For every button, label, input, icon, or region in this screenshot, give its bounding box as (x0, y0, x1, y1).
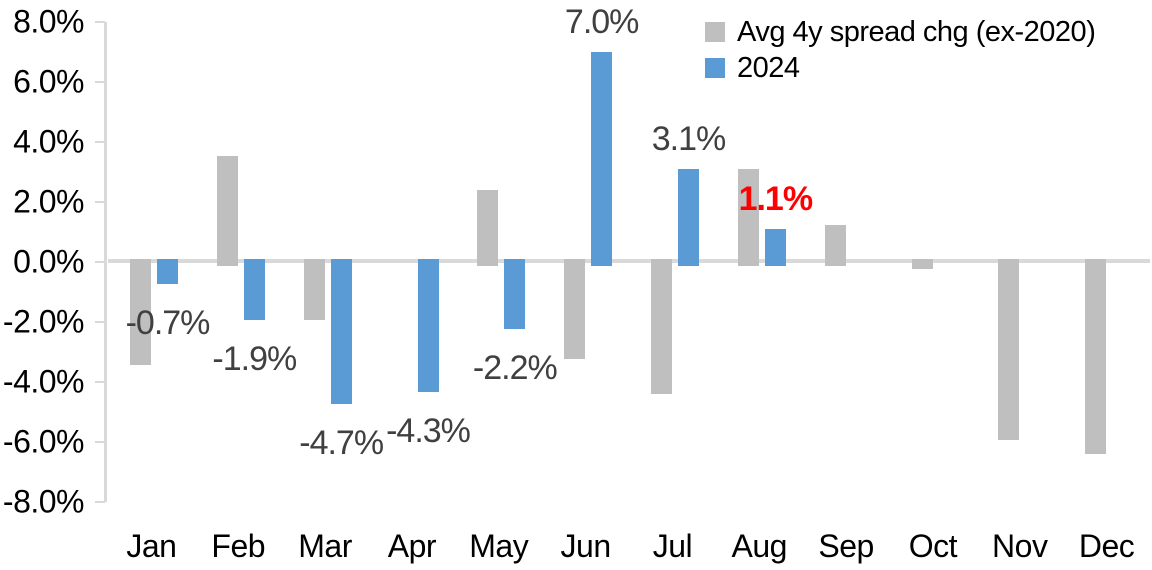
legend-item-2024-series: 2024 (705, 50, 1095, 86)
y-tick-mark (95, 381, 105, 383)
y-tick-label: 0.0% (13, 243, 84, 280)
data-label-Aug: 1.1% (738, 180, 813, 218)
data-label-Mar: -4.7% (299, 424, 384, 462)
legend-label-avg-series: Avg 4y spread chg (ex-2020) (737, 15, 1096, 48)
x-tick-label-Dec: Dec (1078, 528, 1135, 564)
gray-series-swatch-icon (705, 22, 725, 42)
bar-2024-Mar (330, 259, 352, 404)
y-tick-mark (95, 201, 105, 203)
x-tick-label-Apr: Apr (387, 528, 437, 564)
blue-series-swatch-icon (705, 58, 725, 78)
legend-item-avg-series: Avg 4y spread chg (ex-2020) (705, 14, 1096, 50)
bar-2024-Jun (591, 52, 613, 266)
bar-avg-Jul (651, 259, 672, 394)
bar-2024-May (504, 259, 526, 329)
legend: Avg 4y spread chg (ex-2020) 2024 (705, 14, 1096, 86)
y-tick-label: -6.0% (2, 423, 85, 460)
x-tick-label-Aug: Aug (731, 528, 788, 564)
y-tick-label: 8.0% (13, 3, 84, 40)
data-label-Apr: -4.3% (386, 412, 471, 450)
x-tick-label-Jun: Jun (560, 528, 612, 564)
y-tick-mark (95, 261, 105, 263)
bar-avg-Sep (824, 224, 846, 266)
x-tick-label-Feb: Feb (211, 528, 266, 564)
bar-avg-Jan (130, 259, 151, 365)
bar-2024-Jul (678, 169, 699, 266)
data-label-May: -2.2% (472, 349, 558, 387)
legend-label-2024-series: 2024 (737, 51, 800, 84)
x-tick-label-Mar: Mar (298, 528, 352, 564)
bar-avg-Dec (1085, 259, 1107, 454)
y-tick-label: 6.0% (13, 63, 84, 100)
data-label-Jul: 3.1% (651, 120, 726, 158)
y-tick-label: 4.0% (13, 123, 84, 160)
bar-avg-Feb (216, 155, 238, 266)
bar-avg-Oct (911, 259, 933, 269)
data-label-Feb: -1.9% (212, 340, 297, 378)
y-tick-mark (95, 501, 105, 503)
y-tick-mark (95, 141, 105, 143)
bar-avg-Jun (564, 259, 586, 359)
bar-avg-May (477, 190, 499, 266)
bar-avg-Aug (737, 169, 759, 266)
y-tick-mark (95, 441, 105, 443)
y-tick-label: 2.0% (13, 183, 84, 220)
y-tick-label: -8.0% (2, 483, 85, 520)
y-tick-label: -2.0% (2, 303, 85, 340)
bar-avg-Mar (303, 259, 325, 320)
y-tick-label: -4.0% (2, 363, 85, 400)
x-tick-label-Jan: Jan (126, 528, 177, 564)
y-axis-line (104, 22, 107, 502)
bar-2024-Apr (417, 259, 439, 392)
y-tick-mark (95, 21, 105, 23)
zero-axis-line (108, 259, 1150, 263)
y-tick-mark (95, 81, 105, 83)
data-label-Jan: -0.7% (125, 304, 211, 342)
x-tick-label-Oct: Oct (908, 528, 958, 564)
y-tick-mark (95, 321, 105, 323)
data-label-Jun: 7.0% (564, 3, 639, 41)
bar-2024-Aug (764, 229, 786, 266)
bar-2024-Feb (243, 259, 265, 320)
bar-avg-Nov (998, 259, 1020, 440)
bar-2024-Jan (157, 259, 178, 284)
x-tick-label-Sep: Sep (818, 528, 874, 564)
x-tick-label-Nov: Nov (992, 528, 1048, 564)
x-tick-label-Jul: Jul (652, 528, 693, 564)
x-tick-label-May: May (469, 528, 529, 564)
